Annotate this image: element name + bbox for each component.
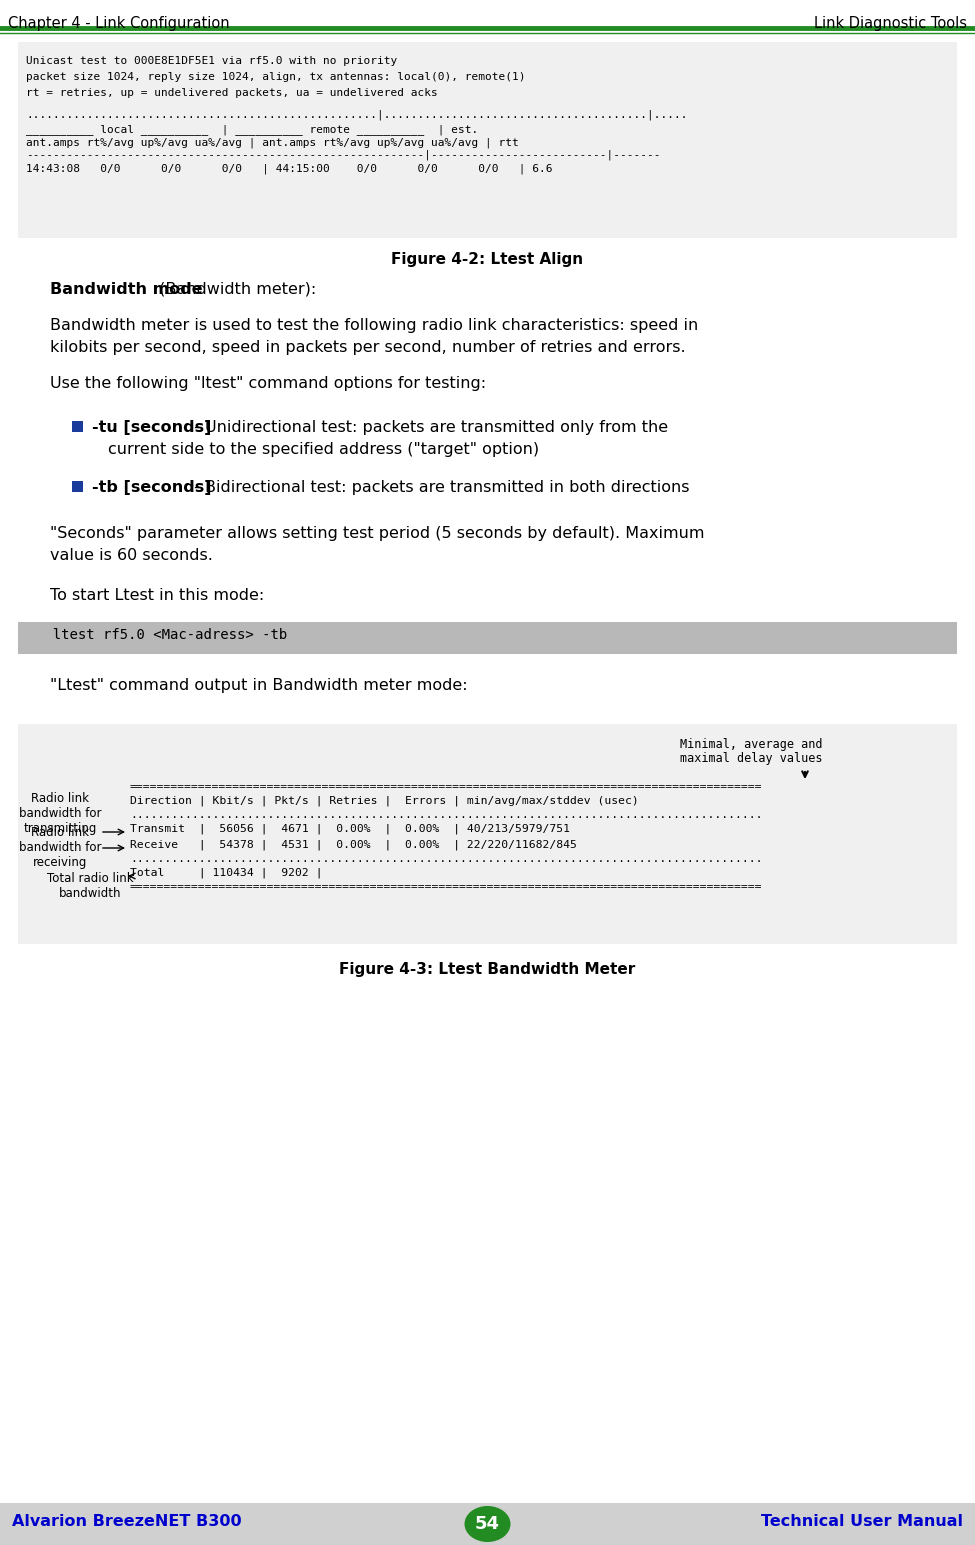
Text: Chapter 4 - Link Configuration: Chapter 4 - Link Configuration <box>8 15 230 31</box>
Text: 54: 54 <box>475 1516 500 1533</box>
Text: Link Diagnostic Tools: Link Diagnostic Tools <box>814 15 967 31</box>
Text: ltest rf5.0 <Mac-adress> -tb: ltest rf5.0 <Mac-adress> -tb <box>36 627 288 643</box>
Bar <box>18 725 957 944</box>
Text: ================================================================================: ========================================… <box>130 782 762 793</box>
Text: Transmit  |  56056 |  4671 |  0.00%  |  0.00%  | 40/213/5979/751: Transmit | 56056 | 4671 | 0.00% | 0.00% … <box>130 823 570 834</box>
Text: Radio link
bandwidth for
receiving: Radio link bandwidth for receiving <box>19 827 101 868</box>
Text: Unicast test to 000E8E1DF5E1 via rf5.0 with no priority: Unicast test to 000E8E1DF5E1 via rf5.0 w… <box>26 56 397 66</box>
Text: 14:43:08   0/0      0/0      0/0   | 44:15:00    0/0      0/0      0/0   | 6.6: 14:43:08 0/0 0/0 0/0 | 44:15:00 0/0 0/0 … <box>26 164 553 175</box>
Text: Bandwidth meter is used to test the following radio link characteristics: speed : Bandwidth meter is used to test the foll… <box>50 318 698 334</box>
Text: ================================================================================: ========================================… <box>130 882 762 891</box>
Text: Direction | Kbit/s | Pkt/s | Retries |  Errors | min/avg/max/stddev (usec): Direction | Kbit/s | Pkt/s | Retries | E… <box>130 796 639 806</box>
Text: "Seconds" parameter allows setting test period (5 seconds by default). Maximum: "Seconds" parameter allows setting test … <box>50 525 705 541</box>
Text: Minimal, average and: Minimal, average and <box>680 739 823 751</box>
Bar <box>72 420 83 433</box>
Text: packet size 1024, reply size 1024, align, tx antennas: local(0), remote(1): packet size 1024, reply size 1024, align… <box>26 73 526 82</box>
Text: - Unidirectional test: packets are transmitted only from the: - Unidirectional test: packets are trans… <box>189 420 668 436</box>
Text: __________ local __________  | __________ remote __________  | est.: __________ local __________ | __________… <box>26 124 479 134</box>
Text: ................................................................................: ........................................… <box>130 810 762 820</box>
Text: -tb [seconds]: -tb [seconds] <box>92 480 212 494</box>
Text: Radio link
bandwidth for
transmitting: Radio link bandwidth for transmitting <box>19 793 101 834</box>
Text: value is 60 seconds.: value is 60 seconds. <box>50 548 213 562</box>
Text: maximal delay values: maximal delay values <box>680 752 823 765</box>
Text: Bandwidth mode: Bandwidth mode <box>50 283 203 297</box>
Text: Figure 4-2: Ltest Align: Figure 4-2: Ltest Align <box>391 252 584 267</box>
Text: rt = retries, up = undelivered packets, ua = undelivered acks: rt = retries, up = undelivered packets, … <box>26 88 438 97</box>
Text: Total radio link
bandwidth: Total radio link bandwidth <box>47 871 134 901</box>
Text: "Ltest" command output in Bandwidth meter mode:: "Ltest" command output in Bandwidth mete… <box>50 678 468 694</box>
Bar <box>18 623 957 654</box>
Bar <box>18 42 957 238</box>
Text: Figure 4-3: Ltest Bandwidth Meter: Figure 4-3: Ltest Bandwidth Meter <box>339 963 636 976</box>
Bar <box>72 480 83 491</box>
Text: Total     | 110434 |  9202 |: Total | 110434 | 9202 | <box>130 868 323 879</box>
Text: ................................................................................: ........................................… <box>130 854 762 864</box>
Text: ant.amps rt%/avg up%/avg ua%/avg | ant.amps rt%/avg up%/avg ua%/avg | rtt: ant.amps rt%/avg up%/avg ua%/avg | ant.a… <box>26 138 519 148</box>
Text: Technical User Manual: Technical User Manual <box>761 1514 963 1530</box>
Text: current side to the specified address ("target" option): current side to the specified address ("… <box>108 442 539 457</box>
Text: Use the following "ltest" command options for testing:: Use the following "ltest" command option… <box>50 375 487 391</box>
Text: - Bidirectional test: packets are transmitted in both directions: - Bidirectional test: packets are transm… <box>189 480 689 494</box>
Text: ....................................................|...........................: ........................................… <box>26 110 687 121</box>
Text: kilobits per second, speed in packets per second, number of retries and errors.: kilobits per second, speed in packets pe… <box>50 340 685 355</box>
Bar <box>0 1503 975 1545</box>
Text: Alvarion BreezeNET B300: Alvarion BreezeNET B300 <box>12 1514 242 1530</box>
Text: -tu [seconds]: -tu [seconds] <box>92 420 212 436</box>
Text: (Bandwidth meter):: (Bandwidth meter): <box>154 283 317 297</box>
Text: To start Ltest in this mode:: To start Ltest in this mode: <box>50 589 264 603</box>
Text: Receive   |  54378 |  4531 |  0.00%  |  0.00%  | 22/220/11682/845: Receive | 54378 | 4531 | 0.00% | 0.00% |… <box>130 840 577 850</box>
Text: -----------------------------------------------------------|--------------------: ----------------------------------------… <box>26 150 660 161</box>
Ellipse shape <box>464 1506 511 1542</box>
